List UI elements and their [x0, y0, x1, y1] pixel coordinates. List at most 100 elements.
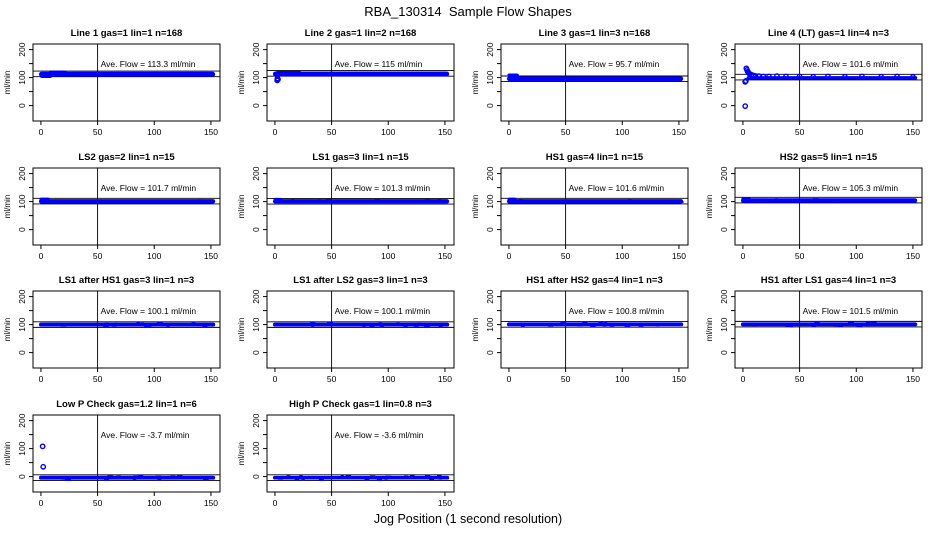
data-dash	[410, 474, 415, 477]
data-dash	[378, 322, 382, 325]
x-tick-label: 150	[672, 251, 686, 261]
y-tick-label: 200	[17, 413, 27, 427]
data-dash	[357, 323, 361, 326]
data-dash	[910, 323, 916, 326]
plot-frame	[32, 167, 221, 246]
data-dash	[520, 325, 525, 328]
data-dash	[386, 323, 393, 326]
data-dash	[793, 322, 798, 325]
data-dash	[641, 324, 646, 327]
data-point	[842, 73, 848, 80]
data-band	[272, 199, 450, 204]
data-dash	[778, 200, 783, 203]
data-dash	[111, 324, 117, 327]
subplot-canvas: Line 4 (LT) gas=1 lin=4 n=3 0 100 200 ml/min…	[705, 28, 923, 137]
data-dash	[403, 475, 409, 478]
data-dash	[47, 199, 51, 202]
data-dash	[424, 325, 431, 328]
x-tick-label: 100	[147, 251, 161, 261]
data-point	[859, 73, 865, 80]
y-tick-label: 200	[485, 42, 495, 56]
x-tick-label: 150	[438, 374, 452, 384]
data-dash	[516, 201, 522, 204]
data-dash	[590, 325, 596, 328]
data-dash	[385, 475, 392, 478]
ave-flow-label: Ave. Flow = 100.1 ml/min	[101, 306, 197, 316]
plot-frame	[500, 167, 689, 246]
plot-frame	[734, 43, 923, 122]
data-dash	[638, 324, 644, 327]
data-dash	[547, 324, 554, 327]
plot-frame	[734, 167, 923, 246]
y-axis-label: ml/min	[471, 195, 480, 219]
data-dash	[299, 200, 303, 203]
data-dash	[835, 200, 840, 203]
data-dash	[148, 323, 153, 326]
x-tick-label: 0	[39, 127, 44, 137]
x-tick-label: 50	[561, 251, 571, 261]
y-axis-label: ml/min	[705, 71, 714, 95]
data-dash	[437, 199, 442, 202]
subplot-10: LS1 after LS2 gas=3 lin=1 n=3 0 100 200 ml/m…	[234, 267, 468, 391]
x-tick-label: 50	[327, 127, 337, 137]
data-dash	[76, 322, 81, 325]
data-point	[910, 74, 916, 80]
y-tick-label: 0	[719, 227, 729, 232]
y-tick-label: 200	[17, 166, 27, 180]
data-point	[783, 73, 789, 80]
data-dash	[136, 321, 141, 324]
x-tick-label: 0	[39, 251, 44, 261]
data-dash	[61, 477, 65, 480]
subplot-canvas: LS1 after LS2 gas=3 lin=1 n=3 0 100 200 ml/m…	[237, 275, 455, 384]
data-dash	[147, 324, 152, 327]
data-dash	[867, 323, 874, 326]
y-tick-label: 100	[251, 441, 261, 455]
data-dash	[771, 200, 778, 203]
x-tick-label: 100	[849, 127, 863, 137]
y-tick-label: 0	[17, 474, 27, 479]
ave-flow-label: Ave. Flow = 95.7 ml/min	[569, 59, 660, 69]
data-dash	[655, 324, 660, 327]
y-tick-label: 100	[251, 70, 261, 84]
x-tick-label: 0	[273, 251, 278, 261]
x-tick-label: 150	[906, 374, 920, 384]
y-tick-label: 100	[485, 317, 495, 331]
plot-frame	[32, 43, 221, 122]
data-dash	[132, 477, 137, 480]
x-tick-label: 150	[906, 251, 920, 261]
data-dash	[101, 200, 106, 203]
data-dash	[290, 199, 295, 202]
plot-frame	[500, 43, 689, 122]
data-dash	[598, 321, 603, 324]
data-dash	[876, 199, 880, 202]
data-band	[746, 76, 918, 80]
data-point	[796, 73, 803, 80]
y-tick-label: 100	[719, 317, 729, 331]
y-tick-label: 0	[251, 103, 261, 108]
data-dash	[861, 199, 867, 202]
data-dash	[103, 325, 109, 328]
x-tick-label: 0	[273, 498, 278, 508]
y-tick-label: 200	[485, 166, 495, 180]
y-tick-label: 0	[485, 227, 495, 232]
data-dash	[751, 324, 758, 327]
x-tick-label: 100	[147, 498, 161, 508]
subplot-1: Line 1 gas=1 lin=1 n=168 0 100 200 ml/min 0 50…	[0, 20, 234, 144]
data-point	[825, 73, 831, 80]
data-dash	[286, 475, 291, 478]
data-dash	[104, 322, 110, 325]
x-axis-label: Jog Position (1 second resolution)	[373, 512, 563, 526]
x-tick-label: 50	[93, 251, 103, 261]
subplot-6: LS1 gas=3 lin=1 n=15 0 100 200 ml/min 0 50 100 1…	[234, 144, 468, 268]
x-tick-label: 100	[849, 374, 863, 384]
x-tick-label: 50	[327, 498, 337, 508]
subplot-12: HS1 after LS1 gas=4 lin=1 n=3 0 100 200 ml/m…	[702, 267, 936, 391]
x-tick-label: 0	[741, 251, 746, 261]
data-band	[740, 322, 918, 327]
subplot-canvas: Line 3 gas=1 lin=3 n=168 0 100 200 ml/min 0 50…	[471, 28, 689, 137]
plot-frame	[266, 414, 455, 493]
data-dash	[780, 323, 786, 326]
subplot-title: Low P Check gas=1.2 lin=1 n=6	[56, 399, 197, 410]
data-dash	[120, 476, 126, 479]
